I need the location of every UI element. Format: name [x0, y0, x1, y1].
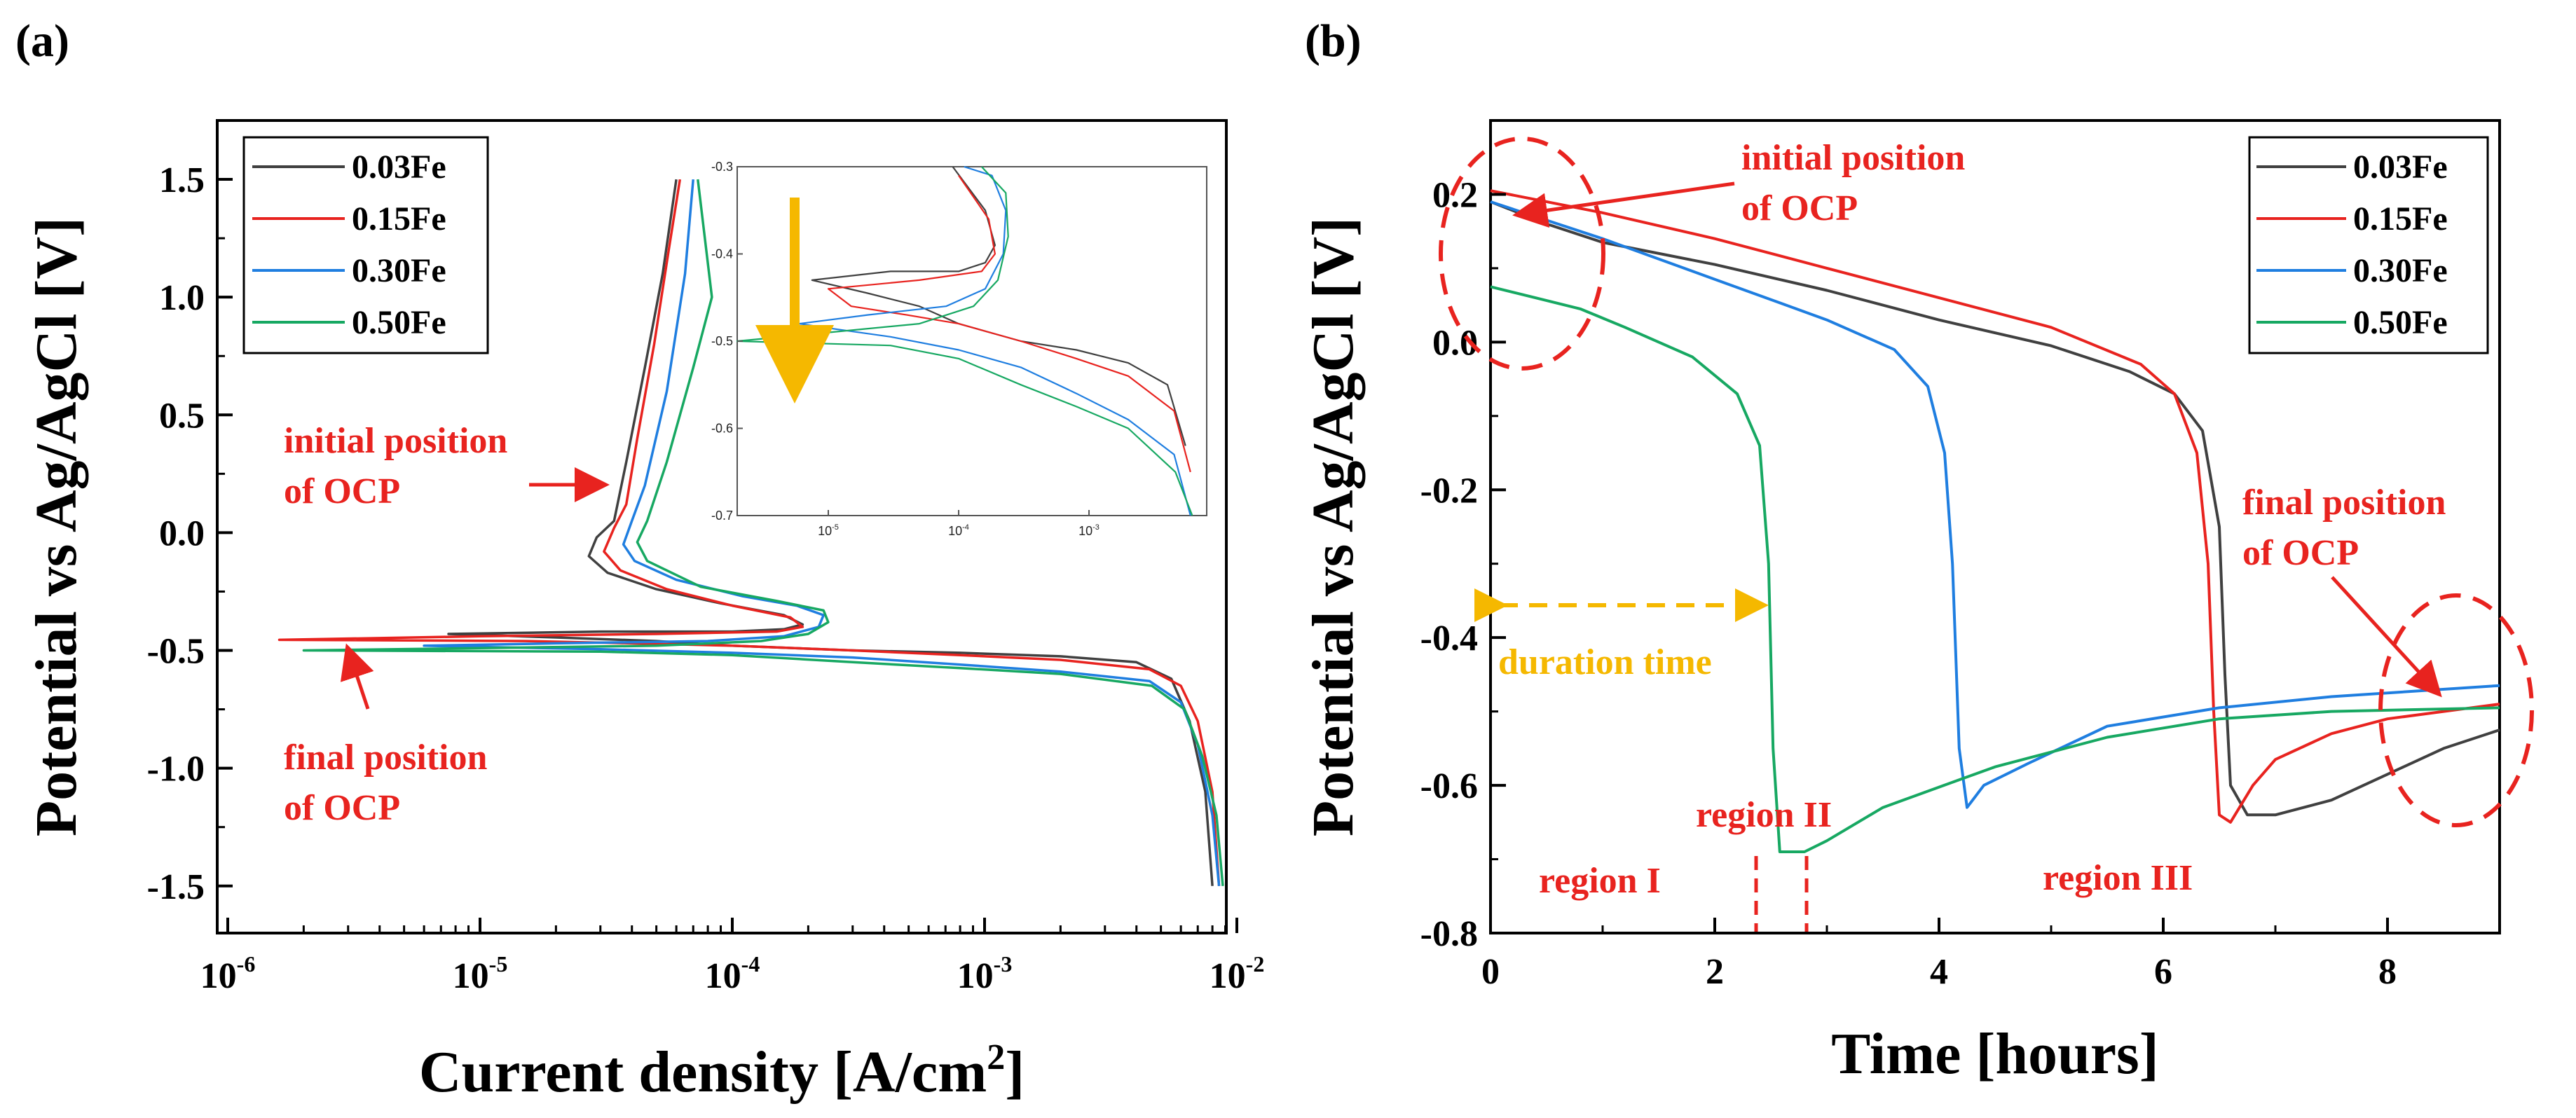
b-y-tick-label-0.2: 0.2	[1432, 175, 1478, 215]
b-y-tick-label--0.2: -0.2	[1420, 471, 1478, 511]
series-line-0.30Fe	[423, 179, 1221, 886]
panel-b-anno-region3: region III	[2043, 858, 2193, 898]
inset-y-tick-label--0.4: -0.4	[711, 247, 733, 261]
legend-b-label-0.30Fe: 0.30Fe	[2353, 252, 2448, 289]
b-y-tick-label--0.6: -0.6	[1420, 766, 1478, 806]
x-tick-label-10-5: 10-5	[453, 951, 508, 996]
inset-y-tick-label--0.7: -0.7	[711, 509, 733, 523]
b-y-tick-label--0.4: -0.4	[1420, 619, 1478, 658]
b-y-tick-label--0.8: -0.8	[1420, 914, 1478, 954]
inset-y-tick-label--0.6: -0.6	[711, 422, 733, 436]
panel-a: (a) 10-6 10-5 10-4 10-3 10-2 1.5 1.0 0.5 0.0 -0.5…	[15, 15, 1264, 1105]
inset-series-line-0.15Fe	[827, 174, 1191, 473]
series-line-0.50Fe	[302, 179, 1224, 886]
panel-b-anno-region1: region I	[1539, 861, 1661, 901]
legend-b-label-0.03Fe: 0.03Fe	[2353, 149, 2448, 186]
panel-b-anno-final-1: final position	[2242, 483, 2446, 523]
legend-label-0.03Fe: 0.03Fe	[352, 149, 446, 186]
legend-label-0.15Fe: 0.15Fe	[352, 200, 446, 237]
panel-b-arrow-final	[2331, 576, 2442, 698]
panel-b-ylabel: Potential vs Ag/AgCl [V]	[1301, 217, 1366, 836]
panel-a-anno-final-2: of OCP	[284, 788, 400, 828]
x-tick-label-10-6: 10-6	[200, 951, 256, 996]
panel-a-inset: 10-5 10-4 10-3 -0.3 -0.4 -0.5 -0.6 -0.7	[711, 160, 1207, 538]
panel-b-frame	[1489, 119, 2501, 934]
b-x-tick-label-6: 6	[2154, 952, 2172, 992]
legend-label-0.30Fe: 0.30Fe	[352, 252, 446, 289]
inset-x-tick-label-10-5: 10-5	[818, 523, 839, 538]
b-x-tick-label-2: 2	[1706, 952, 1724, 992]
panel-a-anno-final-1: final position	[284, 738, 487, 778]
x-tick-label-10-4: 10-4	[705, 951, 760, 996]
panel-b-letter: (b)	[1305, 15, 1362, 67]
b-x-tick-label-4: 4	[1930, 952, 1948, 992]
panel-b-series	[1490, 189, 2500, 853]
inset-frame	[737, 166, 1207, 516]
panel-b-anno-duration: duration time	[1498, 642, 1712, 682]
panel-a-series	[278, 179, 1224, 886]
y-tick-label--1.5: -1.5	[147, 867, 205, 907]
inset-y-tick-label--0.3: -0.3	[711, 160, 733, 174]
panel-b-final-ellipse	[2378, 593, 2534, 827]
panel-a-legend: 0.03Fe 0.15Fe 0.30Fe 0.50Fe	[242, 136, 489, 354]
b-series-line-0.50Fe	[1490, 285, 2500, 853]
b-series-line-0.30Fe	[1490, 200, 2500, 809]
panel-b-ticks: 0 2 4 6 80.20.0-0.2-0.4-0.6-0.8	[1420, 175, 2397, 992]
y-tick-label-1.0: 1.0	[159, 278, 205, 318]
y-tick-label-0.0: 0.0	[159, 513, 205, 553]
y-tick-label--0.5: -0.5	[147, 632, 205, 672]
b-series-line-0.15Fe	[1490, 189, 2500, 824]
inset-x-tick-label-10-3: 10-3	[1078, 523, 1099, 538]
panel-b-initial-ellipse	[1439, 137, 1605, 371]
x-tick-label-10-2: 10-2	[1210, 951, 1265, 996]
inset-x-tick-label-10-4: 10-4	[948, 523, 969, 538]
y-tick-label-1.5: 1.5	[159, 160, 205, 200]
panel-b: (b) 0 2 4 6 80.20.0-0.2-0.4-0.6-0.8 Time [ho…	[1301, 15, 2534, 1086]
panel-a-arrow-final	[340, 643, 374, 710]
panel-a-anno-initial-1: initial position	[284, 421, 507, 461]
y-tick-label--1.0: -1.0	[147, 750, 205, 789]
legend-b-label-0.50Fe: 0.50Fe	[2353, 304, 2448, 341]
legend-label-0.50Fe: 0.50Fe	[352, 304, 446, 341]
panel-b-anno-region2: region II	[1696, 795, 1832, 835]
panel-b-anno-initial-2: of OCP	[1741, 188, 1858, 228]
inset-series-line-0.03Fe	[811, 166, 1186, 446]
legend-b-label-0.15Fe: 0.15Fe	[2353, 200, 2448, 237]
panel-a-ticks: 10-6 10-5 10-4 10-3 10-2 1.5 1.0 0.5 0.0 -0.5 -1.0…	[147, 160, 1265, 996]
panel-a-anno-initial-2: of OCP	[284, 471, 400, 511]
x-tick-label-10-3: 10-3	[957, 951, 1013, 996]
panel-a-ylabel: Potential vs Ag/AgCl [V]	[24, 217, 89, 836]
panel-b-legend: 0.03Fe 0.15Fe 0.30Fe 0.50Fe	[2248, 136, 2489, 354]
panel-b-anno-final-2: of OCP	[2242, 533, 2359, 573]
panel-b-anno-initial-1: initial position	[1741, 138, 1965, 178]
y-tick-label-0.5: 0.5	[159, 396, 205, 436]
panel-b-legend-box	[2248, 136, 2489, 354]
b-series-line-0.03Fe	[1490, 200, 2500, 817]
inset-y-tick-label--0.5: -0.5	[711, 334, 733, 348]
b-x-tick-label-8: 8	[2378, 952, 2397, 992]
panel-a-xlabel: Current density [A/cm2]	[419, 1037, 1025, 1105]
panel-b-xlabel: Time [hours]	[1831, 1021, 2158, 1086]
panel-b-arrow-initial	[1512, 181, 1735, 228]
inset-ticks: 10-5 10-4 10-3 -0.3 -0.4 -0.5 -0.6 -0.7	[711, 160, 1099, 538]
b-x-tick-label-0: 0	[1481, 952, 1500, 992]
panel-a-letter: (a)	[15, 15, 69, 67]
series-line-0.15Fe	[278, 179, 1221, 886]
panel-a-legend-box	[242, 136, 489, 354]
